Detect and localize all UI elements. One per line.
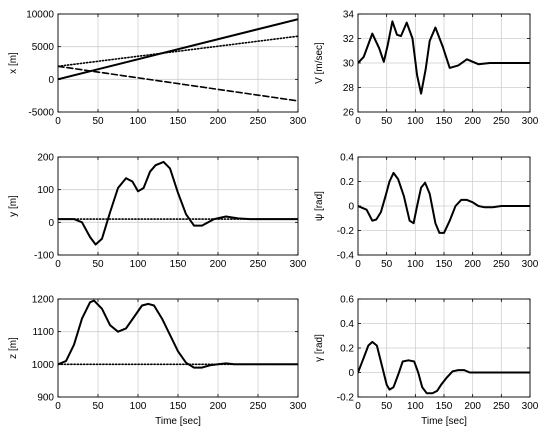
y-tick-label: 900 (37, 393, 54, 404)
series-line-solid (58, 160, 298, 246)
series-line-dotted (58, 35, 298, 68)
y-tick-label: 0 (48, 218, 54, 229)
y-tick-label: 30 (343, 59, 355, 70)
y-tick-label: -100 (34, 251, 54, 262)
subplot-4: 0 50 100 150 200 250 300 -0.4 -0.2 0 0.2 0.4 ψ [rad] (314, 153, 539, 271)
y-tick-label: 0 (48, 75, 54, 86)
y-axis-label: γ [rad] (314, 334, 325, 362)
x-axis-label: Time [sec] (421, 416, 467, 427)
x-tick-label: 0 (55, 259, 61, 270)
y-tick-label: 100 (37, 185, 54, 196)
y-axis-label: ψ [rad] (314, 191, 325, 221)
x-tick-label: 150 (170, 259, 187, 270)
subplot-6: 0 50 100 150 200 250 300-0.200.20.40.6γ [rad]T… (314, 295, 539, 428)
x-tick-label: 0 (355, 116, 361, 127)
y-tick-label: 1100 (32, 327, 54, 338)
y-tick-label: 32 (343, 34, 355, 45)
series-line-solid (358, 340, 530, 395)
x-tick-label: 150 (436, 401, 453, 412)
x-tick-label: 200 (464, 401, 481, 412)
x-tick-label: 300 (522, 401, 539, 412)
y-tick-label: 34 (343, 10, 355, 21)
y-tick-label: 0 (348, 368, 354, 379)
x-tick-label: 0 (55, 116, 61, 127)
y-tick-label: 10000 (26, 10, 54, 21)
x-tick-label: 50 (92, 401, 104, 412)
x-tick-label: 100 (130, 401, 147, 412)
y-tick-label: -5000 (28, 108, 54, 119)
x-tick-label: 200 (464, 259, 481, 270)
series-line-solid (58, 18, 298, 81)
x-tick-label: 50 (92, 259, 104, 270)
y-axis-label: z [m] (8, 337, 19, 359)
x-tick-label: 200 (464, 116, 481, 127)
x-tick-label: 250 (250, 401, 267, 412)
x-tick-label: 0 (55, 401, 61, 412)
y-tick-label: 0.4 (340, 153, 354, 164)
x-tick-label: 50 (381, 401, 393, 412)
y-tick-label: 0.4 (340, 319, 354, 330)
y-tick-label: -0.2 (337, 226, 355, 237)
x-tick-label: 0 (355, 259, 361, 270)
subplot-2: 0 50 100 150 200 250 300 26 28 30 32 34 V [m/sec] (314, 10, 539, 128)
series-line-solid (358, 20, 530, 95)
x-tick-label: 300 (290, 116, 307, 127)
x-tick-label: 250 (250, 259, 267, 270)
x-tick-label: 250 (493, 259, 510, 270)
x-tick-label: 0 (355, 401, 361, 412)
x-tick-label: 100 (407, 401, 424, 412)
x-tick-label: 150 (436, 116, 453, 127)
x-tick-label: 100 (130, 259, 147, 270)
x-tick-label: 50 (381, 259, 393, 270)
y-tick-label: 200 (37, 153, 54, 164)
x-tick-label: 250 (493, 401, 510, 412)
x-tick-label: 300 (290, 259, 307, 270)
x-tick-label: 50 (381, 116, 393, 127)
x-tick-label: 150 (436, 259, 453, 270)
x-tick-label: 100 (130, 116, 147, 127)
x-tick-label: 100 (407, 116, 424, 127)
series-line-solid (358, 171, 530, 234)
y-axis-label: x [m] (8, 52, 19, 74)
x-tick-label: 100 (407, 259, 424, 270)
x-tick-label: 250 (493, 116, 510, 127)
y-tick-label: -0.4 (337, 251, 355, 262)
x-tick-label: 300 (522, 259, 539, 270)
subplot-5: 0 50 100 150 200 250 300 900 1000 1100 1200 z [m] Ti… (8, 295, 307, 428)
x-tick-label: 150 (170, 116, 187, 127)
y-tick-label: 5000 (32, 42, 55, 53)
series-line-solid (58, 299, 298, 369)
x-axis-label: Time [sec] (155, 416, 201, 427)
y-tick-label: 26 (343, 108, 355, 119)
x-tick-label: 300 (522, 116, 539, 127)
y-tick-label: -0.2 (337, 393, 355, 404)
y-tick-label: 1200 (32, 295, 55, 306)
series-line-dashed (58, 65, 298, 102)
x-tick-label: 200 (210, 116, 227, 127)
x-tick-label: 200 (210, 401, 227, 412)
x-tick-label: 200 (210, 259, 227, 270)
y-tick-label: 0.2 (340, 344, 354, 355)
x-tick-label: 150 (170, 401, 187, 412)
x-tick-label: 300 (290, 401, 307, 412)
y-axis-label: y [m] (8, 195, 19, 217)
y-tick-label: 28 (343, 83, 355, 94)
x-tick-label: 50 (92, 116, 104, 127)
y-tick-label: 0.6 (340, 295, 354, 306)
y-tick-label: 0 (348, 202, 354, 213)
y-tick-label: 1000 (32, 360, 55, 371)
x-tick-label: 250 (250, 116, 267, 127)
y-axis-label: V [m/sec] (314, 42, 325, 84)
y-tick-label: 0.2 (340, 177, 354, 188)
